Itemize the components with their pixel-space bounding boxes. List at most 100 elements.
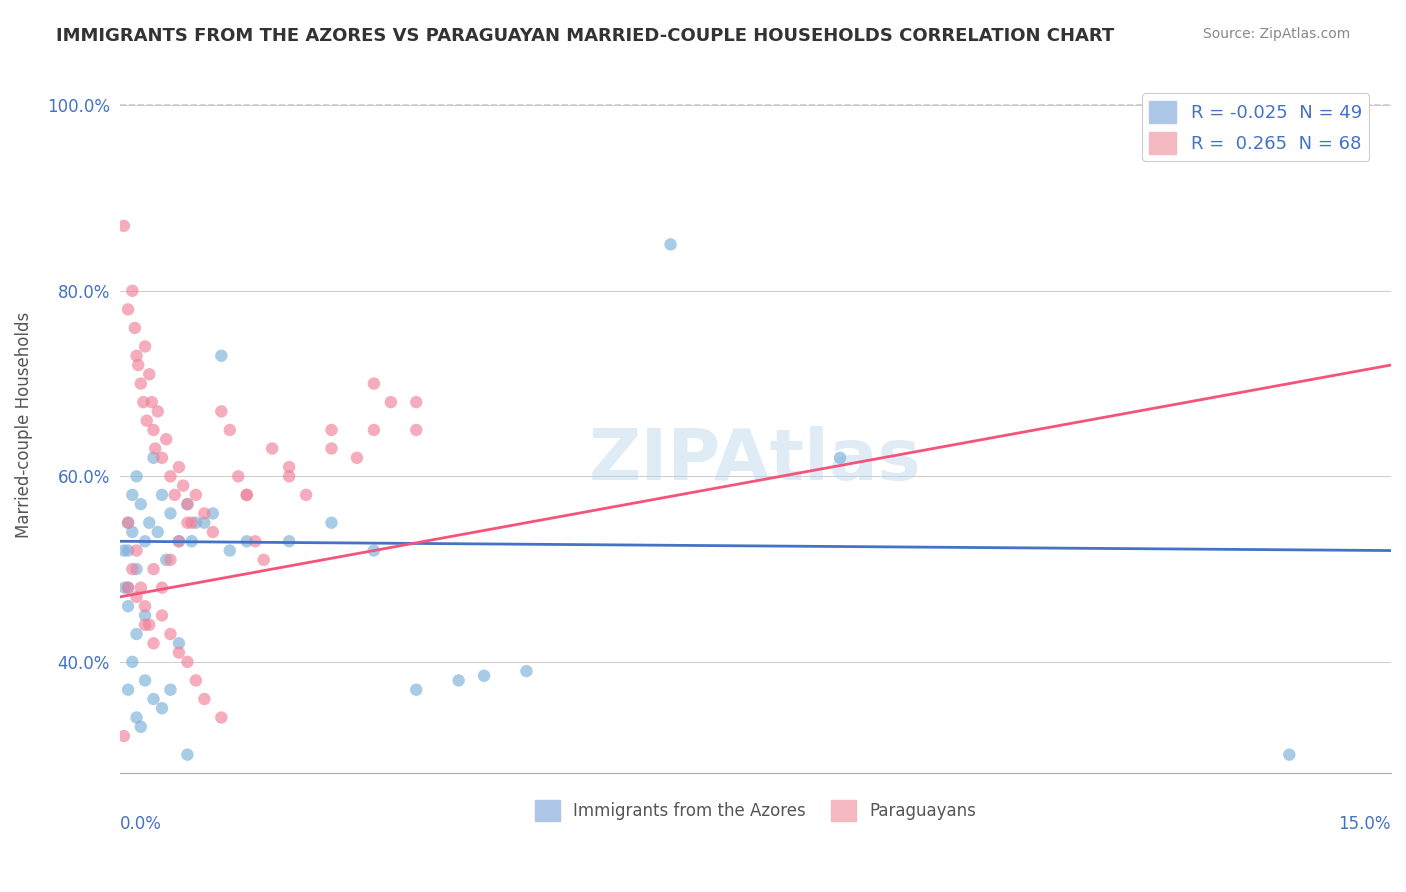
- Point: [159, 553, 181, 567]
- Point: [405, 423, 427, 437]
- Text: 0.0%: 0.0%: [120, 815, 162, 833]
- Point: [346, 450, 368, 465]
- Point: [142, 423, 165, 437]
- Point: [659, 237, 682, 252]
- Point: [828, 450, 851, 465]
- Point: [138, 617, 160, 632]
- Point: [167, 636, 190, 650]
- Point: [150, 488, 173, 502]
- Point: [159, 507, 181, 521]
- Point: [253, 553, 276, 567]
- Point: [472, 669, 495, 683]
- Point: [142, 562, 165, 576]
- Point: [278, 534, 301, 549]
- Point: [155, 432, 177, 446]
- Point: [121, 524, 143, 539]
- Point: [184, 488, 207, 502]
- Point: [138, 368, 160, 382]
- Point: [112, 219, 135, 233]
- Point: [150, 581, 173, 595]
- Point: [363, 423, 385, 437]
- Point: [150, 608, 173, 623]
- Point: [117, 543, 139, 558]
- Point: [124, 321, 146, 335]
- Point: [121, 488, 143, 502]
- Point: [125, 469, 148, 483]
- Point: [193, 692, 215, 706]
- Point: [159, 469, 181, 483]
- Point: [142, 450, 165, 465]
- Point: [117, 581, 139, 595]
- Point: [363, 543, 385, 558]
- Point: [129, 581, 152, 595]
- Point: [218, 423, 240, 437]
- Point: [176, 747, 198, 762]
- Point: [121, 562, 143, 576]
- Point: [141, 395, 163, 409]
- Point: [1278, 747, 1301, 762]
- Point: [134, 673, 156, 688]
- Point: [125, 710, 148, 724]
- Point: [245, 534, 267, 549]
- Point: [405, 395, 427, 409]
- Point: [235, 488, 257, 502]
- Point: [127, 358, 149, 372]
- Point: [155, 553, 177, 567]
- Point: [380, 395, 402, 409]
- Point: [134, 599, 156, 614]
- Point: [125, 543, 148, 558]
- Point: [146, 524, 169, 539]
- Point: [235, 534, 257, 549]
- Point: [167, 534, 190, 549]
- Point: [121, 284, 143, 298]
- Point: [129, 497, 152, 511]
- Point: [159, 682, 181, 697]
- Point: [278, 460, 301, 475]
- Point: [138, 516, 160, 530]
- Point: [176, 655, 198, 669]
- Point: [134, 617, 156, 632]
- Point: [146, 404, 169, 418]
- Point: [180, 534, 202, 549]
- Text: 15.0%: 15.0%: [1339, 815, 1391, 833]
- Point: [321, 516, 343, 530]
- Point: [167, 460, 190, 475]
- Point: [121, 655, 143, 669]
- Legend: Immigrants from the Azores, Paraguayans: Immigrants from the Azores, Paraguayans: [529, 794, 983, 828]
- Point: [159, 627, 181, 641]
- Point: [363, 376, 385, 391]
- Point: [176, 516, 198, 530]
- Point: [129, 376, 152, 391]
- Point: [447, 673, 470, 688]
- Point: [117, 516, 139, 530]
- Point: [135, 414, 157, 428]
- Point: [321, 442, 343, 456]
- Point: [226, 469, 249, 483]
- Text: IMMIGRANTS FROM THE AZORES VS PARAGUAYAN MARRIED-COUPLE HOUSEHOLDS CORRELATION C: IMMIGRANTS FROM THE AZORES VS PARAGUAYAN…: [56, 27, 1115, 45]
- Point: [321, 423, 343, 437]
- Point: [142, 636, 165, 650]
- Point: [125, 590, 148, 604]
- Point: [515, 664, 537, 678]
- Point: [112, 729, 135, 743]
- Point: [125, 562, 148, 576]
- Point: [117, 682, 139, 697]
- Point: [209, 349, 232, 363]
- Point: [184, 516, 207, 530]
- Point: [117, 581, 139, 595]
- Point: [129, 720, 152, 734]
- Point: [201, 507, 224, 521]
- Point: [125, 349, 148, 363]
- Point: [150, 701, 173, 715]
- Point: [117, 516, 139, 530]
- Point: [405, 682, 427, 697]
- Text: Source: ZipAtlas.com: Source: ZipAtlas.com: [1202, 27, 1350, 41]
- Point: [209, 710, 232, 724]
- Point: [167, 646, 190, 660]
- Point: [278, 469, 301, 483]
- Point: [193, 507, 215, 521]
- Point: [125, 627, 148, 641]
- Point: [262, 442, 284, 456]
- Point: [180, 516, 202, 530]
- Point: [209, 404, 232, 418]
